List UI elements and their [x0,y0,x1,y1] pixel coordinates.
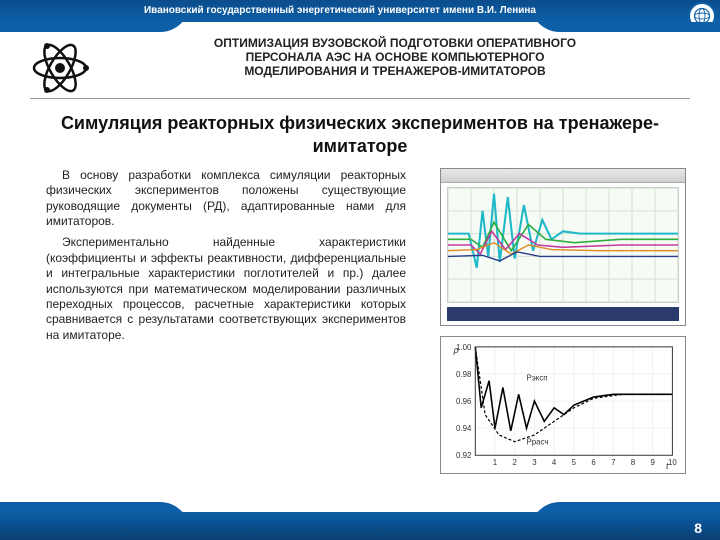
svg-text:4: 4 [552,458,557,467]
sim-plot-area [447,187,679,303]
figures-column: 123456789100.920.940.960.981.00 ρtPэкспP… [440,168,686,484]
svg-text:9: 9 [650,458,654,467]
slide-title: Симуляция реакторных физических эксперим… [60,112,660,157]
top-banner: Ивановский государственный энергетически… [0,0,720,22]
rho-chart: 123456789100.920.940.960.981.00 ρtPэкспP… [440,336,686,474]
svg-text:0.98: 0.98 [456,370,472,379]
svg-text:6: 6 [591,458,596,467]
sim-toolbar [441,169,685,183]
sim-bottom-strip [447,307,679,321]
paragraph-2: Экспериментально найденные характеристик… [46,235,406,343]
header-line-1: ОПТИМИЗАЦИЯ ВУЗОВСКОЙ ПОДГОТОВКИ ОПЕРАТИ… [110,36,680,50]
svg-text:0.92: 0.92 [456,451,471,460]
svg-text:8: 8 [631,458,636,467]
banner-curve-decor [0,22,720,34]
svg-text:7: 7 [611,458,615,467]
svg-text:0.94: 0.94 [456,424,472,433]
slide-header: ОПТИМИЗАЦИЯ ВУЗОВСКОЙ ПОДГОТОВКИ ОПЕРАТИ… [110,36,680,78]
svg-text:Pрасч: Pрасч [527,437,549,446]
divider [30,98,690,99]
svg-text:0.96: 0.96 [456,397,472,406]
header-line-2: ПЕРСОНАЛА АЭС НА ОСНОВЕ КОМПЬЮТЕРНОГО [110,50,680,64]
svg-text:5: 5 [572,458,577,467]
simulator-screenshot [440,168,686,326]
svg-text:10: 10 [668,458,677,467]
page-number: 8 [694,520,702,536]
footer-curve-decor [0,500,720,512]
body-text: В основу разработки комплекса симуляции … [46,168,406,349]
svg-text:Pэксп: Pэксп [527,374,548,383]
paragraph-1: В основу разработки комплекса симуляции … [46,168,406,229]
header-line-3: МОДЕЛИРОВАНИЯ И ТРЕНАЖЕРОВ-ИМИТАТОРОВ [110,64,680,78]
atom-icon [30,38,90,98]
svg-text:ρ: ρ [453,345,459,355]
svg-text:3: 3 [532,458,537,467]
svg-text:1: 1 [493,458,497,467]
svg-text:2: 2 [513,458,517,467]
university-name: Ивановский государственный энергетически… [0,0,720,22]
footer-bar: 8 [0,512,720,540]
